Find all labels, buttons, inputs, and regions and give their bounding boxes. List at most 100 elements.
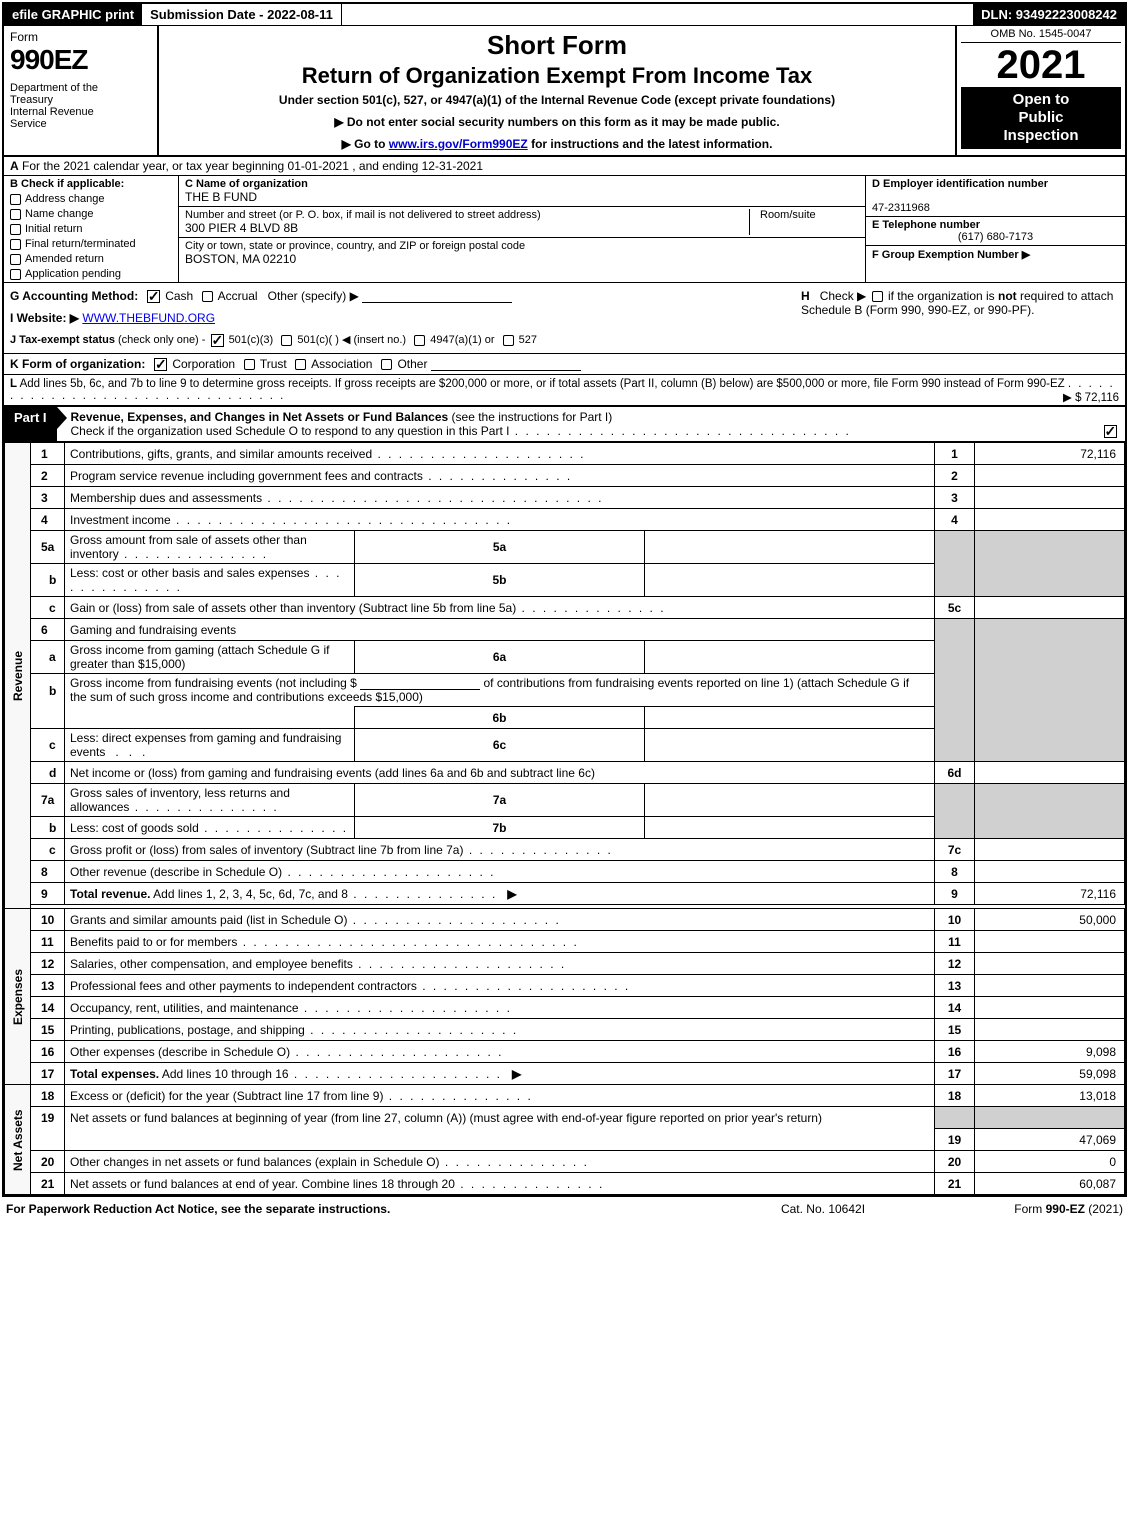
- d-ein-value: 47-2311968: [872, 202, 930, 214]
- line-6: 6 Gaming and fundraising events: [5, 619, 1125, 641]
- k-other-fill[interactable]: [431, 357, 581, 371]
- e-tel-label: E Telephone number: [872, 219, 980, 231]
- line-7a: 7a Gross sales of inventory, less return…: [5, 784, 1125, 817]
- c-city-value: BOSTON, MA 02210: [185, 252, 859, 266]
- d-ein-label: D Employer identification number: [872, 178, 1048, 190]
- chk-corp[interactable]: [154, 358, 167, 371]
- chk-501c3[interactable]: [211, 334, 224, 347]
- line-15: 15 Printing, publications, postage, and …: [5, 1019, 1125, 1041]
- room-suite: Room/suite: [749, 209, 859, 235]
- line-17: 17 Total expenses. Add lines 10 through …: [5, 1063, 1125, 1085]
- line-8: 8 Other revenue (describe in Schedule O)…: [5, 861, 1125, 883]
- form-header: Form 990EZ Department of theTreasuryInte…: [4, 26, 1125, 157]
- irs-link[interactable]: www.irs.gov/Form990EZ: [389, 137, 528, 151]
- opt-amended[interactable]: Amended return: [10, 253, 172, 265]
- title-main: Return of Organization Exempt From Incom…: [169, 63, 945, 89]
- chk-other-org[interactable]: [381, 359, 392, 370]
- part-i-title: Revenue, Expenses, and Changes in Net As…: [57, 407, 1095, 441]
- row-j: J Tax-exempt status (check only one) - 5…: [10, 333, 789, 347]
- c-addr-value: 300 PIER 4 BLVD 8B: [185, 221, 298, 235]
- g-other-fill[interactable]: [362, 289, 512, 303]
- opt-name-change[interactable]: Name change: [10, 208, 172, 220]
- side-expenses: Expenses: [5, 909, 31, 1085]
- line-4: 4 Investment income 4: [5, 509, 1125, 531]
- c-addr-label: Number and street (or P. O. box, if mail…: [185, 209, 541, 221]
- open-public: Open toPublicInspection: [961, 87, 1121, 149]
- chk-schedule-o[interactable]: [1104, 425, 1117, 438]
- title-short-form: Short Form: [169, 30, 945, 61]
- submission-date: Submission Date - 2022-08-11: [142, 4, 342, 25]
- g-label: G Accounting Method:: [10, 289, 138, 303]
- 6b-fill[interactable]: [360, 676, 480, 690]
- line-19a: 19 Net assets or fund balances at beginn…: [5, 1107, 1125, 1129]
- dln: DLN: 93492223008242: [973, 4, 1125, 25]
- line-5b: b Less: cost or other basis and sales ex…: [5, 564, 1125, 597]
- line-20: 20 Other changes in net assets or fund b…: [5, 1151, 1125, 1173]
- line-3: 3 Membership dues and assessments 3: [5, 487, 1125, 509]
- side-revenue: Revenue: [5, 443, 31, 909]
- line-9: 9 Total revenue. Add lines 1, 2, 3, 4, 5…: [5, 883, 1125, 905]
- line-a-text: For the 2021 calendar year, or tax year …: [22, 159, 483, 173]
- chk-501c[interactable]: [281, 335, 292, 346]
- chk-h[interactable]: [872, 291, 883, 302]
- b-header: Check if applicable:: [18, 178, 124, 190]
- line-6c: c Less: direct expenses from gaming and …: [5, 729, 1125, 762]
- line-a-letter: A: [10, 159, 19, 173]
- b-letter: B: [10, 178, 18, 190]
- chk-trust[interactable]: [244, 359, 255, 370]
- chk-cash[interactable]: [147, 290, 160, 303]
- opt-final-return[interactable]: Final return/terminated: [10, 238, 172, 250]
- row-h: H Check ▶ if the organization is not req…: [795, 283, 1125, 353]
- c-name-value: THE B FUND: [185, 190, 859, 204]
- chk-assoc[interactable]: [295, 359, 306, 370]
- section-bcd: B Check if applicable: Address change Na…: [4, 176, 1125, 283]
- col-d-ein-tel: D Employer identification number 47-2311…: [865, 176, 1125, 282]
- opt-initial-return[interactable]: Initial return: [10, 223, 172, 235]
- line-6d: d Net income or (loss) from gaming and f…: [5, 762, 1125, 784]
- line-10: Expenses 10 Grants and similar amounts p…: [5, 909, 1125, 931]
- part-i-tab: Part I: [4, 407, 57, 441]
- chk-527[interactable]: [503, 335, 514, 346]
- section-gh: G Accounting Method: Cash Accrual Other …: [4, 283, 1125, 354]
- footer-notice: For Paperwork Reduction Act Notice, see …: [6, 1202, 723, 1216]
- lines-table: Revenue 1 Contributions, gifts, grants, …: [4, 442, 1125, 1195]
- gh-left: G Accounting Method: Cash Accrual Other …: [4, 283, 795, 353]
- line-a: A For the 2021 calendar year, or tax yea…: [4, 157, 1125, 176]
- line-6b-1: b Gross income from fundraising events (…: [5, 674, 1125, 707]
- opt-address-change[interactable]: Address change: [10, 193, 172, 205]
- l-text: Add lines 5b, 6c, and 7b to line 9 to de…: [20, 378, 1065, 390]
- note-link: ▶ Go to www.irs.gov/Form990EZ for instru…: [169, 137, 945, 151]
- h-letter: H: [801, 289, 810, 303]
- line-21: 21 Net assets or fund balances at end of…: [5, 1173, 1125, 1195]
- line-12: 12 Salaries, other compensation, and emp…: [5, 953, 1125, 975]
- c-city-label: City or town, state or province, country…: [185, 240, 859, 252]
- note-ssn: ▶ Do not enter social security numbers o…: [169, 115, 945, 129]
- part-i-header: Part I Revenue, Expenses, and Changes in…: [4, 407, 1125, 442]
- line-1: Revenue 1 Contributions, gifts, grants, …: [5, 443, 1125, 465]
- chk-accrual[interactable]: [202, 291, 213, 302]
- line-14: 14 Occupancy, rent, utilities, and maint…: [5, 997, 1125, 1019]
- k-label: K Form of organization:: [10, 357, 145, 371]
- e-tel-value: (617) 680-7173: [872, 231, 1119, 243]
- footer-form: Form 990-EZ (2021): [923, 1202, 1123, 1216]
- spacer: [342, 4, 973, 25]
- chk-4947[interactable]: [414, 335, 425, 346]
- opt-pending[interactable]: Application pending: [10, 268, 172, 280]
- col-c-org-info: C Name of organization THE B FUND Number…: [179, 176, 865, 282]
- line-19b: 19 47,069: [5, 1129, 1125, 1151]
- line-5a: 5a Gross amount from sale of assets othe…: [5, 531, 1125, 564]
- c-name-label: C Name of organization: [185, 178, 859, 190]
- col-b-checkboxes: B Check if applicable: Address change Na…: [4, 176, 179, 282]
- line-7b: b Less: cost of goods sold 7b: [5, 817, 1125, 839]
- header-right: OMB No. 1545-0047 2021 Open toPublicInsp…: [955, 26, 1125, 155]
- form-990ez: efile GRAPHIC print Submission Date - 20…: [2, 2, 1127, 1197]
- efile-label[interactable]: efile GRAPHIC print: [4, 4, 142, 25]
- f-group-label: F Group Exemption Number ▶: [872, 249, 1030, 261]
- footer-cat: Cat. No. 10642I: [723, 1202, 923, 1216]
- note2-pre: ▶ Go to: [342, 137, 389, 151]
- form-number: 990EZ: [10, 44, 151, 76]
- row-g: G Accounting Method: Cash Accrual Other …: [10, 289, 789, 303]
- row-i: I Website: ▶ WWW.THEBFUND.ORG: [10, 311, 789, 325]
- department: Department of theTreasuryInternal Revenu…: [10, 82, 151, 130]
- website-link[interactable]: WWW.THEBFUND.ORG: [82, 311, 215, 325]
